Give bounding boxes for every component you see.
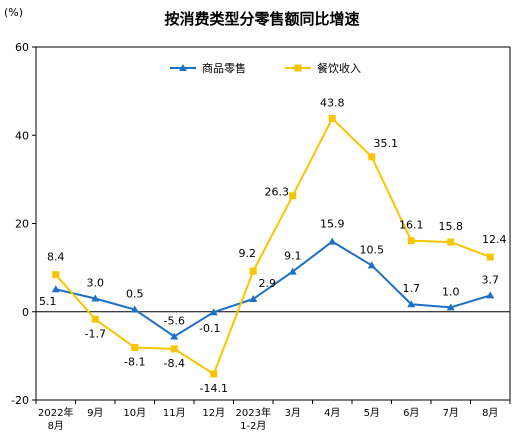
data-point [447, 238, 455, 246]
data-point [249, 267, 257, 275]
x-tick-label: 5月 [364, 407, 380, 419]
data-point [367, 261, 376, 269]
data-label: 15.8 [439, 220, 464, 233]
data-label: -0.1 [199, 322, 220, 335]
data-point [288, 267, 297, 275]
x-tick-label: 10月 [123, 407, 146, 419]
data-point [130, 305, 139, 313]
data-label: 2.9 [259, 277, 277, 290]
data-point [446, 303, 455, 311]
data-label: 1.0 [442, 285, 460, 298]
data-point [51, 285, 60, 293]
legend-label: 商品零售 [202, 61, 246, 75]
data-point [249, 294, 258, 302]
data-label: -8.4 [164, 357, 185, 370]
data-point [52, 271, 60, 279]
data-label: 8.4 [47, 251, 65, 264]
y-tick-label: 40 [15, 129, 29, 142]
data-label: 3.0 [87, 277, 105, 290]
series-layer [51, 114, 495, 378]
x-tick-label: 6月 [403, 407, 419, 419]
data-label: 43.8 [320, 96, 345, 109]
data-label: 15.9 [320, 218, 345, 231]
data-point [170, 345, 178, 353]
series-line-1 [55, 116, 491, 376]
data-label: -1.7 [85, 327, 106, 340]
x-tick-label: 2022年 8月 [38, 406, 73, 432]
y-unit-label: (%) [4, 6, 23, 19]
data-labels: 5.1 3.0 0.5 -5.6 -0.1 2.9 9.1 15.9 10.5 1.7 1.0 3.7… [39, 96, 507, 394]
data-point [486, 291, 495, 299]
x-tick-label: 12月 [202, 407, 225, 419]
data-label: -5.6 [164, 314, 185, 327]
data-label: 26.3 [265, 186, 290, 199]
data-label: -14.1 [200, 382, 228, 395]
x-axis: 2022年 8月 9月 10月 11月 12月 2023年 1-2月 3月 4月 5月 6月 7月 8月 [35, 400, 511, 432]
data-point [210, 370, 218, 378]
data-point [289, 192, 297, 200]
data-label: 3.7 [482, 273, 500, 286]
x-tick-label: 2023年 1-2月 [236, 406, 271, 432]
data-point [368, 153, 376, 161]
data-point [328, 237, 337, 245]
data-point [91, 294, 100, 302]
data-label: -8.1 [124, 355, 145, 368]
x-tick-label: 9月 [87, 407, 103, 419]
legend: 商品零售 餐饮收入 [170, 61, 361, 75]
data-point [91, 315, 99, 323]
data-point [328, 114, 336, 122]
data-label: 12.4 [482, 233, 507, 246]
data-label: 9.1 [284, 250, 302, 263]
x-tick-label: 11月 [163, 407, 186, 419]
data-point [131, 343, 139, 351]
data-label: 35.1 [374, 137, 399, 150]
data-label: 5.1 [39, 295, 57, 308]
data-point [170, 332, 179, 340]
x-tick-label: 3月 [285, 407, 301, 419]
data-label: 1.7 [403, 282, 421, 295]
x-tick-label: 8月 [482, 407, 498, 419]
data-label: 0.5 [126, 288, 144, 301]
legend-marker [294, 64, 302, 72]
data-point [486, 253, 494, 261]
data-label: 10.5 [360, 243, 385, 256]
y-tick-label: 20 [15, 218, 29, 231]
y-tick-label: 60 [15, 41, 29, 54]
x-tick-label: 7月 [443, 407, 459, 419]
x-tick-label: 4月 [324, 407, 340, 419]
y-axis: -20 0 20 40 60 [11, 41, 36, 407]
data-point [407, 300, 416, 308]
data-point [209, 308, 218, 316]
y-tick-label: -20 [11, 394, 29, 407]
data-point [407, 237, 415, 245]
data-label: 9.2 [239, 247, 257, 260]
chart-title: 按消费类型分零售额同比增速 [164, 10, 359, 28]
y-tick-label: 0 [22, 306, 29, 319]
data-label: 16.1 [399, 219, 424, 232]
series-line-0 [55, 240, 491, 338]
legend-label: 餐饮收入 [317, 61, 361, 75]
legend-marker [179, 64, 187, 71]
